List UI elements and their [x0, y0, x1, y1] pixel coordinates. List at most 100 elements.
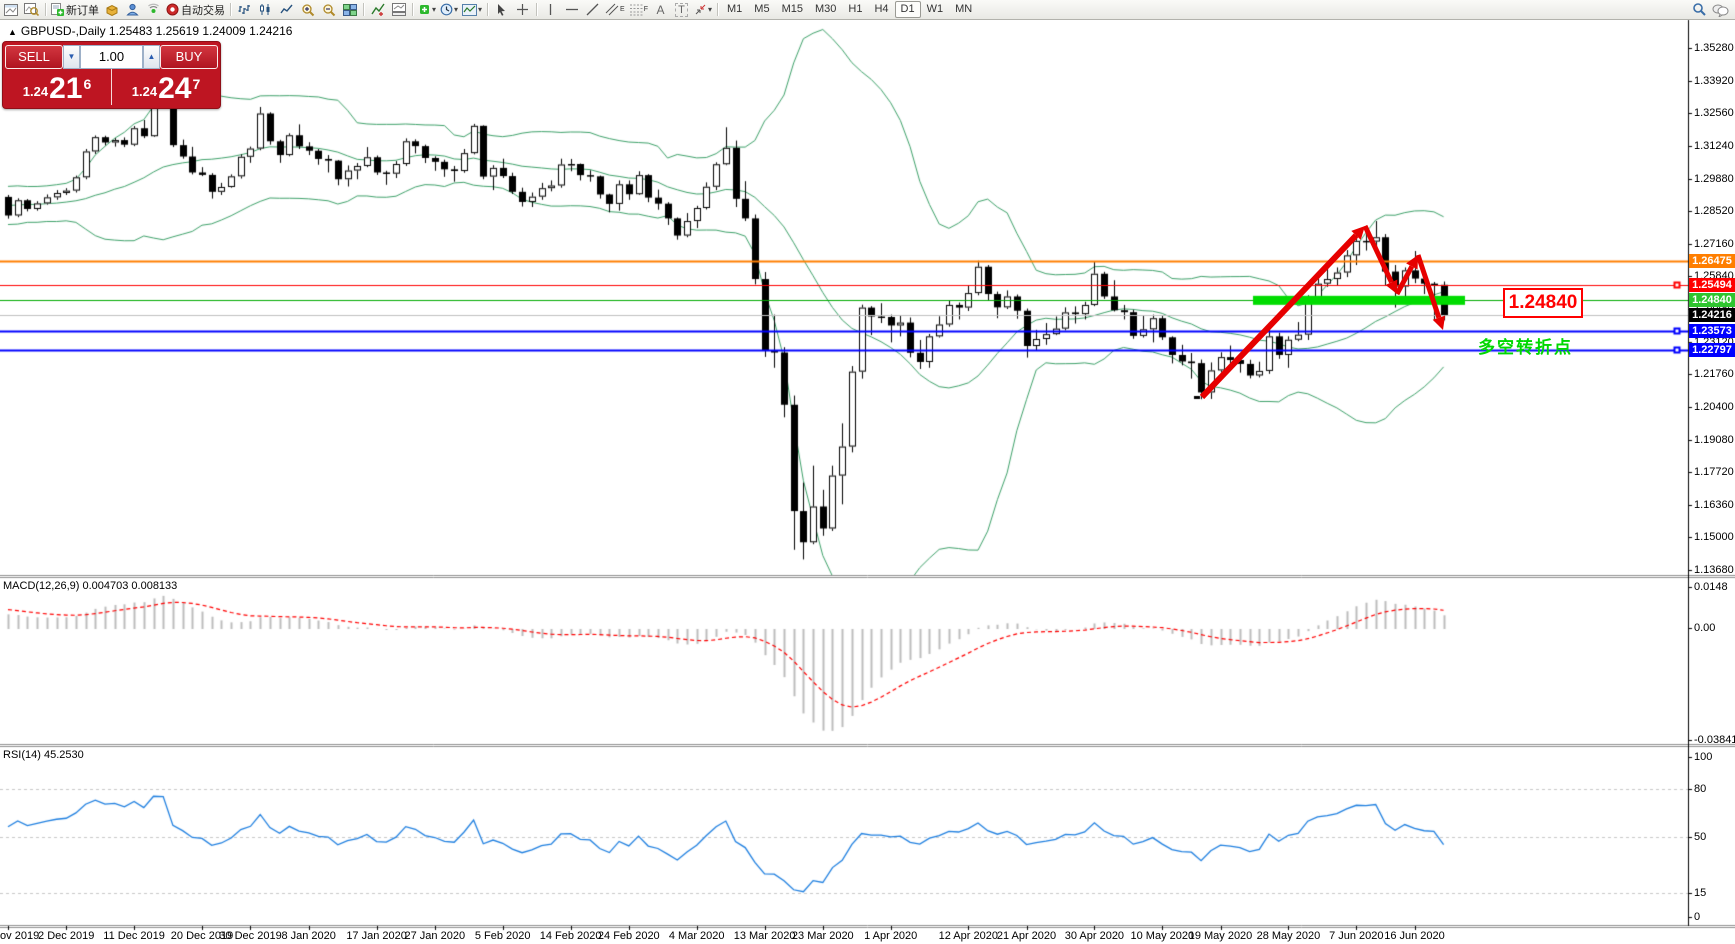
- candlestick-icon[interactable]: [255, 1, 276, 18]
- price-axis-tick: 1.31240: [1694, 139, 1734, 152]
- zoom-in-icon[interactable]: [297, 1, 318, 18]
- indicator-windows-icon[interactable]: [388, 1, 409, 18]
- volume-down-button[interactable]: ▼: [63, 44, 80, 69]
- toolbar-separator: [536, 3, 538, 16]
- search-icon[interactable]: [1689, 1, 1710, 18]
- date-axis-label: 28 May 2020: [1256, 930, 1321, 942]
- price-axis-tick: 1.17720: [1694, 466, 1734, 479]
- price-axis-tick: 1.16360: [1694, 498, 1734, 511]
- period-clock-button[interactable]: ▾: [438, 1, 460, 18]
- price-axis-tick: 1.27160: [1694, 237, 1734, 250]
- market-icon[interactable]: [101, 1, 122, 18]
- price-axis-tick: 1.28520: [1694, 205, 1734, 218]
- shapes-tool-button[interactable]: ▾: [692, 1, 714, 18]
- buy-price-big: 24: [158, 72, 192, 105]
- timeframe-W1[interactable]: W1: [926, 3, 944, 15]
- date-axis-label: 11 Dec 2019: [103, 930, 165, 942]
- timeframe-M30[interactable]: M30: [814, 3, 837, 15]
- zoom-out-icon[interactable]: [318, 1, 339, 18]
- date-axis-label: 17 Jan 2020: [346, 930, 407, 942]
- price-axis-tick: 1.20400: [1694, 400, 1734, 413]
- rsi-axis-tick: 50: [1694, 831, 1707, 843]
- date-axis-label: 24 Feb 2020: [597, 930, 660, 942]
- date-axis-label: 10 May 2020: [1130, 930, 1195, 942]
- date-axis-label: 2 Dec 2019: [38, 930, 95, 942]
- clock-icon: [440, 3, 453, 16]
- toolbar-separator: [363, 3, 364, 16]
- symbol-ohlc-text: GBPUSD-,Daily 1.25483 1.25619 1.24009 1.…: [20, 24, 293, 38]
- chat-icon[interactable]: [1710, 1, 1731, 18]
- chart-window-icon[interactable]: [0, 1, 21, 18]
- trendline-tool-icon[interactable]: [582, 1, 603, 18]
- new-order-button[interactable]: 新订单: [49, 1, 101, 18]
- template-icon: [462, 3, 478, 16]
- timeframe-M15[interactable]: M15: [781, 3, 803, 15]
- price-tag: 1.22797: [1689, 343, 1735, 357]
- tile-windows-icon[interactable]: [339, 1, 360, 18]
- rsi-axis-tick: 80: [1694, 783, 1707, 795]
- chart-title: ▲ GBPUSD-,Daily 1.25483 1.25619 1.24009 1…: [8, 24, 292, 38]
- timeframe-H4[interactable]: H4: [874, 3, 889, 15]
- signals-icon[interactable]: [143, 1, 164, 18]
- price-axis-tick: 1.19080: [1694, 433, 1734, 446]
- sell-price-big: 21: [49, 72, 83, 105]
- macd-axis-tick: 0.0148: [1694, 581, 1728, 593]
- indicators-icon[interactable]: [367, 1, 388, 18]
- price-tag: 1.24840: [1689, 293, 1735, 307]
- date-axis-label: 4 Mar 2020: [668, 930, 725, 942]
- sell-button[interactable]: SELL: [5, 44, 63, 69]
- collapse-triangle-icon[interactable]: ▲: [8, 27, 17, 37]
- rsi-axis-tick: 15: [1694, 887, 1707, 899]
- timeframe-D1[interactable]: D1: [894, 1, 921, 18]
- date-axis-label: 22 Nov 2019: [0, 930, 40, 942]
- toolbar: 新订单 自动交易 ▾ ▾ ▾ E F A T ▾ M: [0, 0, 1735, 20]
- cursor-tool-icon[interactable]: [491, 1, 512, 18]
- timeframe-M5[interactable]: M5: [754, 3, 770, 15]
- sell-price-pip: 6: [83, 76, 92, 92]
- price-axis-tick: 1.13680: [1694, 564, 1734, 576]
- crosshair-tool-icon[interactable]: [512, 1, 533, 18]
- bar-chart-icon[interactable]: [234, 1, 255, 18]
- date-axis-label: 21 Apr 2020: [996, 930, 1057, 942]
- toolbar-separator: [45, 3, 46, 16]
- buy-price[interactable]: 1.24 24 7: [112, 69, 220, 105]
- volume-up-button[interactable]: ▲: [143, 44, 160, 69]
- price-axis-tick: 1.29880: [1694, 172, 1734, 185]
- timeframe-H1[interactable]: H1: [848, 3, 863, 15]
- new-order-label: 新订单: [66, 4, 99, 17]
- profiles-icon[interactable]: [21, 1, 42, 18]
- timeframe-M1[interactable]: M1: [727, 3, 743, 15]
- add-indicator-button[interactable]: ▾: [416, 1, 438, 18]
- fibonacci-tool-icon[interactable]: F: [627, 1, 650, 18]
- toolbar-separator: [717, 3, 719, 16]
- text-label-tool-icon[interactable]: T: [671, 1, 692, 18]
- price-axis-tick: 1.21760: [1694, 368, 1734, 381]
- autotrade-button[interactable]: 自动交易: [164, 1, 227, 18]
- date-axis-label: 30 Dec 2019: [219, 930, 282, 942]
- channel-tool-icon[interactable]: E: [603, 1, 627, 18]
- macd-axis-tick: -0.038415: [1694, 734, 1735, 746]
- sell-price[interactable]: 1.24 21 6: [3, 69, 112, 105]
- macd-label: MACD(12,26,9) 0.004703 0.008133: [3, 580, 178, 592]
- chevron-down-icon: ▾: [478, 5, 483, 14]
- volume-input[interactable]: [80, 44, 143, 69]
- horizontal-line-tool-icon[interactable]: [561, 1, 582, 18]
- timeframe-bar: M1 M5 M15 M30 H1 H4 D1 W1 MN: [721, 1, 978, 18]
- rsi-label: RSI(14) 45.2530: [3, 749, 84, 761]
- timeframe-MN[interactable]: MN: [955, 3, 973, 15]
- community-icon[interactable]: [122, 1, 143, 18]
- buy-price-base: 1.24: [131, 84, 158, 99]
- date-axis-label: 7 Jun 2020: [1329, 930, 1384, 942]
- turning-point-text: 多空转折点: [1478, 338, 1573, 357]
- text-tool-icon[interactable]: A: [656, 2, 665, 17]
- price-tag: 1.25494: [1689, 278, 1735, 292]
- shapes-arrows-icon: [695, 4, 706, 15]
- buy-button[interactable]: BUY: [160, 44, 218, 69]
- template-button[interactable]: ▾: [460, 1, 484, 18]
- price-axis-tick: 1.35280: [1694, 42, 1734, 54]
- line-chart-icon[interactable]: [276, 1, 297, 18]
- add-indicator-icon: [420, 5, 429, 14]
- vertical-line-tool-icon[interactable]: [540, 1, 561, 18]
